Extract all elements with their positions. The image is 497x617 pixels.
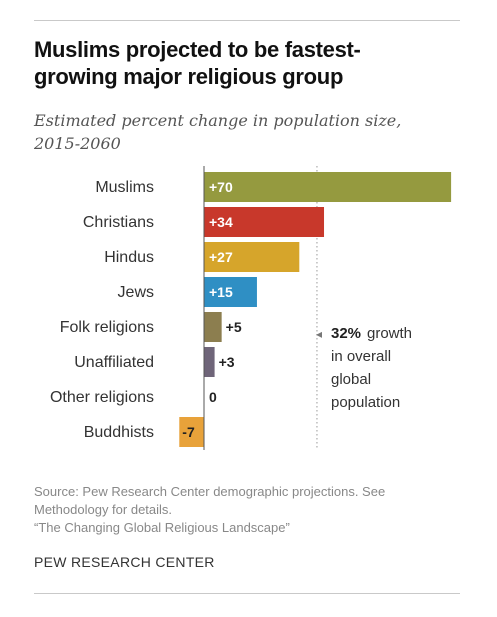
reference-note-line-1: in overall <box>331 348 391 365</box>
category-label-buddhists: Buddhists <box>84 424 154 441</box>
source-line-2: Methodology for details. <box>34 502 173 517</box>
bar-folk-religions <box>204 312 222 342</box>
reference-note-line-3: population <box>331 394 400 411</box>
category-label-folk-religions: Folk religions <box>60 319 154 336</box>
chart-subtitle: Estimated percent change in population s… <box>34 109 454 155</box>
source-note: Source: Pew Research Center demographic … <box>34 483 464 537</box>
subtitle-line-2: 2015-2060 <box>34 134 121 153</box>
chart-title: Muslims projected to be fastest- growing… <box>34 36 454 90</box>
bar-buddhists <box>179 417 204 447</box>
value-label-hindus: +27 <box>209 249 233 265</box>
category-label-unaffiliated: Unaffiliated <box>74 354 154 371</box>
category-label-hindus: Hindus <box>104 249 154 266</box>
source-line-1: Source: Pew Research Center demographic … <box>34 484 386 499</box>
title-line-1: Muslims projected to be fastest- <box>34 37 361 62</box>
bar-unaffiliated <box>204 347 215 377</box>
bar-chart: Muslims +70 Christians +34 Hindus +27 Jews +15 F… <box>50 166 452 450</box>
bar-hindus <box>204 242 300 272</box>
value-label-christians: +34 <box>209 214 233 230</box>
reference-note-line-2: global <box>331 371 371 388</box>
organization-name: PEW RESEARCH CENTER <box>34 554 215 570</box>
top-divider <box>34 20 460 21</box>
reference-arrow-icon: ◂ <box>316 327 322 341</box>
category-label-jews: Jews <box>118 284 154 301</box>
bar-jews <box>204 277 257 307</box>
reference-growth-label: growth <box>367 325 412 342</box>
value-label-buddhists: -7 <box>182 424 195 440</box>
subtitle-line-1: Estimated percent change in population s… <box>34 111 402 130</box>
bottom-divider <box>34 593 460 594</box>
bar-christians <box>204 207 325 237</box>
value-label-folk-religions: +5 <box>226 319 242 335</box>
value-label-jews: +15 <box>209 284 233 300</box>
value-label-muslims: +70 <box>209 179 233 195</box>
category-label-other-religions: Other religions <box>50 389 154 406</box>
bar-muslims <box>204 172 452 202</box>
category-label-christians: Christians <box>83 214 154 231</box>
value-label-unaffiliated: +3 <box>219 354 235 370</box>
category-label-muslims: Muslims <box>95 179 154 196</box>
value-label-other-religions: 0 <box>209 389 217 405</box>
source-line-3: “The Changing Global Religious Landscape… <box>34 520 290 535</box>
title-line-2: growing major religious group <box>34 64 344 89</box>
reference-percent-label: 32% <box>331 325 361 342</box>
